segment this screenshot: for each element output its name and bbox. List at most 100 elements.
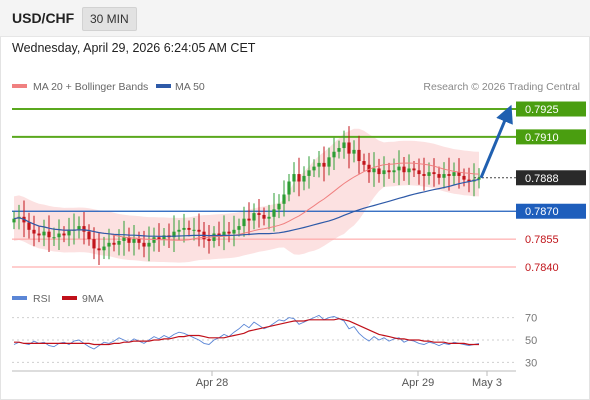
candle bbox=[277, 194, 281, 219]
candle bbox=[357, 135, 361, 174]
time-tick-label: Apr 29 bbox=[402, 377, 434, 389]
candle bbox=[447, 157, 451, 191]
candle-body bbox=[237, 226, 241, 230]
candle bbox=[347, 126, 351, 169]
candle-body bbox=[382, 170, 386, 175]
candle bbox=[187, 220, 191, 237]
candle-body bbox=[267, 216, 271, 219]
candle bbox=[332, 137, 336, 171]
level-label-box bbox=[516, 170, 586, 186]
candle bbox=[432, 158, 436, 187]
candle bbox=[252, 203, 256, 230]
candle bbox=[397, 150, 401, 186]
candle bbox=[387, 162, 391, 179]
candle-body bbox=[222, 231, 226, 236]
candle bbox=[27, 212, 31, 239]
candle bbox=[367, 152, 371, 183]
candle bbox=[312, 159, 316, 178]
candle-body bbox=[292, 174, 296, 182]
candle-body bbox=[462, 175, 466, 180]
rsi-line bbox=[13, 314, 480, 350]
ma20-legend-swatch bbox=[12, 84, 27, 88]
candle-body bbox=[232, 229, 236, 234]
ma9-legend-label: 9MA bbox=[82, 293, 104, 305]
candle-body bbox=[357, 149, 361, 162]
candle-body bbox=[247, 218, 251, 221]
level-label-value: 0.7888 bbox=[525, 173, 559, 185]
candle bbox=[427, 162, 431, 185]
candle bbox=[182, 213, 186, 243]
candle bbox=[87, 224, 91, 246]
candle bbox=[217, 221, 221, 247]
candle bbox=[127, 227, 131, 252]
rsi-tick-label: 70 bbox=[525, 313, 537, 325]
candle-body bbox=[387, 170, 391, 173]
candle bbox=[122, 220, 126, 256]
candle-body bbox=[107, 242, 111, 247]
candle-body bbox=[402, 166, 406, 173]
candle-body bbox=[67, 229, 71, 236]
time-tick-label: Apr 28 bbox=[196, 377, 228, 389]
candle-body bbox=[467, 179, 471, 182]
candle bbox=[97, 232, 101, 265]
candle bbox=[92, 227, 96, 260]
candle bbox=[47, 215, 51, 252]
candle bbox=[462, 168, 466, 187]
candle-body bbox=[372, 168, 376, 173]
candle-body bbox=[77, 226, 81, 230]
candle-body bbox=[457, 172, 461, 176]
candle bbox=[117, 229, 121, 256]
candle bbox=[192, 217, 196, 241]
candle-body bbox=[302, 175, 306, 182]
candle bbox=[267, 204, 271, 230]
level-label-box bbox=[516, 129, 586, 145]
candle-body bbox=[377, 168, 381, 175]
candle-body bbox=[192, 229, 196, 231]
level-label-box bbox=[516, 101, 586, 117]
level-label-value: 0.7870 bbox=[525, 206, 559, 218]
candle bbox=[257, 198, 261, 228]
candle-body bbox=[162, 235, 166, 240]
level-label-value: 0.7925 bbox=[525, 104, 559, 116]
candle-body bbox=[447, 174, 451, 176]
candle-body bbox=[317, 162, 321, 167]
time-tick-label: May 3 bbox=[472, 377, 502, 389]
candle bbox=[77, 216, 81, 239]
candle-body bbox=[327, 157, 331, 167]
candle bbox=[227, 222, 231, 243]
candle bbox=[82, 211, 86, 245]
rsi-panel: 70 50 30 bbox=[12, 313, 537, 369]
candle-body bbox=[252, 213, 256, 221]
candle bbox=[172, 215, 176, 252]
candle-body bbox=[62, 233, 66, 236]
candle bbox=[42, 219, 46, 247]
candle bbox=[382, 156, 386, 187]
candle bbox=[147, 226, 151, 262]
candle-body bbox=[307, 170, 311, 176]
candle bbox=[287, 174, 291, 202]
candle-body bbox=[437, 174, 441, 178]
time-axis: Apr 28 Apr 29 May 3 bbox=[12, 370, 516, 389]
candle-body bbox=[152, 237, 156, 243]
candle-body bbox=[332, 151, 336, 158]
candle-body bbox=[352, 149, 356, 154]
candle bbox=[342, 130, 346, 159]
level-label-value: 0.7855 bbox=[525, 234, 559, 246]
candle-body bbox=[157, 237, 161, 240]
ma50-line bbox=[13, 178, 480, 237]
candle bbox=[197, 213, 201, 247]
candle-body bbox=[417, 170, 421, 175]
candle-body bbox=[102, 246, 106, 251]
candle bbox=[292, 162, 296, 193]
candle-body bbox=[37, 233, 41, 236]
candle-body bbox=[272, 209, 276, 217]
candle bbox=[32, 215, 36, 247]
level-label-box bbox=[516, 203, 586, 219]
ma9-line bbox=[14, 318, 479, 346]
candle-body bbox=[172, 231, 176, 238]
candle-body bbox=[477, 177, 481, 180]
timeframe-button[interactable]: 30 MIN bbox=[82, 7, 137, 31]
candle-body bbox=[262, 214, 266, 219]
ma20-legend-label: MA 20 + Bollinger Bands bbox=[33, 81, 148, 93]
candle bbox=[402, 156, 406, 181]
